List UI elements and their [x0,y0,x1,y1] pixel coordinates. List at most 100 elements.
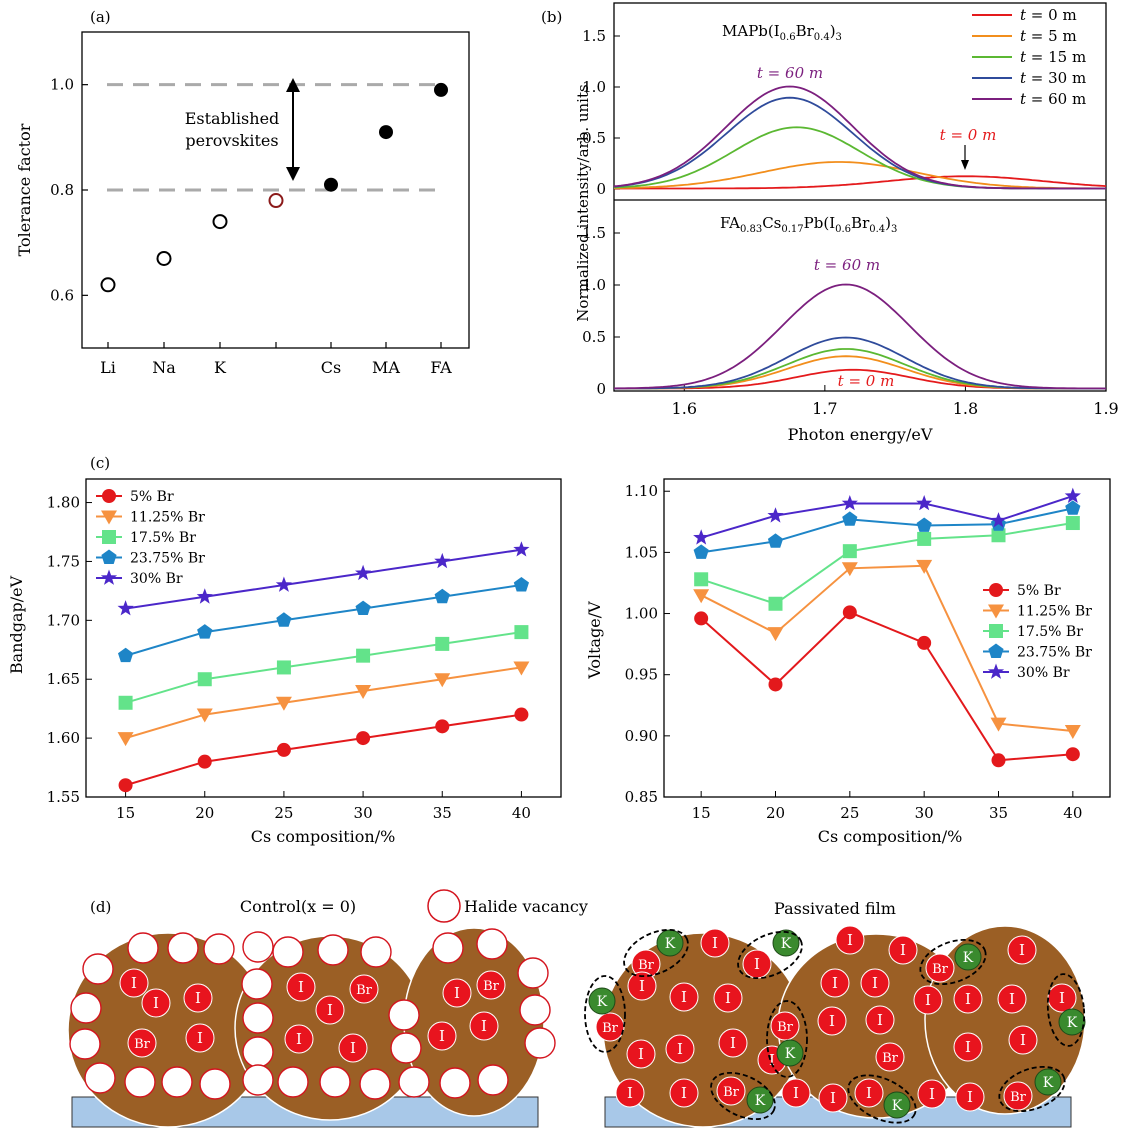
iodide-ion [442,978,472,1008]
legend-label: t = 5 m [1020,27,1077,45]
data-point [916,517,932,532]
ion-label: K [755,1093,766,1109]
y-tick-label: 0.8 [50,181,74,199]
ion-label: I [900,941,906,959]
legend-label: 23.75% Br [1017,645,1092,661]
vacancy-legend-label: Halide vacancy [464,897,588,916]
data-point [276,612,292,627]
passivated-title: Passivated film [774,899,896,918]
halide-vacancy [127,932,159,964]
y-tick-label: 1.0 [50,76,74,94]
halide-vacancy [242,931,274,963]
potassium-ion [772,929,800,957]
y-tick-label: 1.5 [582,224,606,242]
data-point [117,600,134,616]
data-point [693,589,710,604]
double-arrow-icon [286,78,300,181]
iodide-ion [183,983,213,1013]
ion-label: I [197,1029,203,1047]
halide-vacancy [84,1062,116,1094]
legend-label: 30% Br [1017,665,1070,681]
ion-label: I [793,1084,799,1102]
iodide-ion [338,1033,368,1063]
halide-vacancy [398,1066,430,1098]
x-tick-label: 40 [1063,804,1082,822]
y-tick-label: 0.5 [582,328,606,346]
left-y-axis-title: Bandgap/eV [7,575,26,674]
data-point [841,495,858,511]
y-axis-title: Normalized intensity/arb. units [574,84,592,321]
series-line [700,611,1073,762]
iodide-ion [1008,1025,1038,1055]
data-point [197,754,212,769]
halide-vacancy [476,928,508,960]
iodide-ion [315,995,345,1025]
ion-label: I [929,1085,935,1103]
iodide-ion [860,968,890,998]
axes: 0 0.5 1.0 1.5 0 0.5 1.0 1.5 1.6 1.7 1.8 1.9 [582,27,1119,418]
data-point [118,778,133,793]
potassium-ion [746,1086,774,1114]
x-tick-label: 1.7 [812,399,837,418]
left-x-axis-title: Cs composition/% [251,827,396,846]
y-tick-label: 0.95 [625,666,658,684]
data-point [990,717,1007,732]
ion-label: I [1020,1031,1026,1049]
bottom-t60-label: t = 60 m [814,256,880,274]
x-tick-label: MA [372,358,400,377]
series-line [613,283,1106,390]
halide-vacancy [242,1002,274,1034]
ion-label: I [1019,941,1025,959]
potassium-ion [954,943,982,971]
data-point [197,672,212,687]
ion-label: I [638,1045,644,1063]
data-point [196,588,213,604]
iodide-ion [888,935,918,965]
data-point [102,489,116,503]
series-line [125,584,522,657]
halide-vacancy [360,936,392,968]
data-point [355,685,372,699]
iodide-ion [818,1083,848,1113]
ion-label: I [296,1030,302,1048]
bromide-ion [875,1042,905,1072]
iodide-ion [627,971,657,1001]
ion-label: I [454,984,460,1002]
passivation-pair [710,1071,776,1121]
halide-vacancy [199,1068,231,1100]
x-tick-label: 40 [512,804,531,822]
data-point [991,528,1006,543]
ion-label: I [681,1084,687,1102]
data-point [117,732,134,747]
control-title: Control(x = 0) [240,897,356,916]
x-tick-label: 20 [766,804,785,822]
ion-label: Br [134,1037,151,1052]
iodide-ion [913,985,943,1015]
data-point [916,559,933,574]
legend-label: 5% Br [130,489,174,505]
data-point [100,277,116,293]
iodide-ion [665,1034,695,1064]
series-line [125,631,522,704]
ion-label: I [677,1040,683,1058]
ion-label: I [965,990,971,1008]
potassium-ion [883,1091,911,1119]
halide-vacancy [161,1066,193,1098]
bromide-ion [716,1076,746,1106]
data-point [196,708,213,723]
data-point [355,564,372,581]
ion-label: I [153,994,159,1012]
series-line [700,564,1073,732]
halide-vacancy [477,1064,509,1096]
halide-vacancy [124,1066,156,1098]
series-line [700,495,1074,539]
x-axis: Li Na K Cs MA FA [100,342,452,377]
data-point [101,510,117,525]
data-point [355,600,371,615]
bromide-ion [925,953,955,983]
data-point [1065,747,1080,762]
iodide-ion [427,1021,457,1051]
y-tick-label: 0.5 [582,129,606,147]
